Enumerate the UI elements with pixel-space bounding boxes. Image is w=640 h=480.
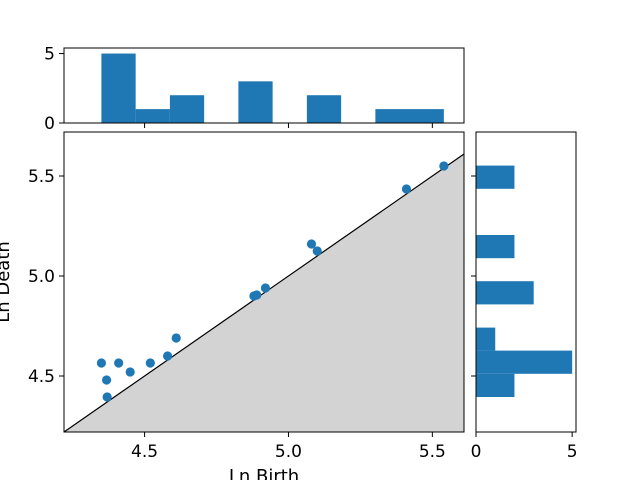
top-histogram-x-ticks bbox=[144, 123, 433, 128]
main-scatter-panel: 4.5 5.0 5.5 4.5 5.0 5.5 Ln Birth Ln Death bbox=[0, 131, 465, 480]
scatter-point bbox=[101, 375, 112, 385]
top-histogram-bars bbox=[101, 53, 444, 123]
scatter-point bbox=[162, 351, 173, 361]
right-x-tick-label: 5 bbox=[567, 442, 578, 462]
x-tick-label: 5.0 bbox=[275, 442, 302, 462]
right-histogram-bar bbox=[476, 165, 515, 189]
top-histogram-y-ticks: 05 bbox=[44, 45, 64, 134]
main-y-ticks: 4.5 5.0 5.5 bbox=[28, 167, 64, 387]
main-axes-frame bbox=[63, 131, 465, 433]
right-histogram-bars bbox=[476, 165, 573, 397]
top-histogram-frame bbox=[63, 47, 465, 124]
top-histogram-panel: 05 bbox=[44, 45, 465, 134]
top-histogram-bar bbox=[169, 95, 205, 123]
x-tick-label: 4.5 bbox=[131, 442, 158, 462]
scatter-points bbox=[96, 161, 449, 402]
diagonal-line bbox=[64, 153, 464, 432]
x-tick-label: 5.5 bbox=[419, 442, 446, 462]
right-x-tick-label: 0 bbox=[471, 442, 482, 462]
top-histogram-bar bbox=[238, 81, 273, 123]
top-y-tick-label: 0 bbox=[44, 114, 55, 134]
right-histogram-y-ticks bbox=[471, 175, 476, 377]
scatter-point bbox=[96, 358, 107, 368]
top-histogram-bar bbox=[375, 109, 444, 123]
y-tick-label: 5.0 bbox=[28, 267, 55, 287]
y-tick-label: 4.5 bbox=[28, 367, 55, 387]
top-y-tick-label: 5 bbox=[44, 45, 55, 65]
scatter-point bbox=[102, 392, 112, 402]
top-histogram-bar bbox=[135, 109, 170, 123]
scatter-point bbox=[306, 239, 317, 249]
scatter-point bbox=[171, 333, 181, 343]
scatter-point bbox=[260, 283, 271, 293]
right-histogram-bar bbox=[476, 350, 573, 374]
scatter-point bbox=[114, 358, 124, 368]
y-axis-label: Ln Death bbox=[0, 241, 14, 323]
y-tick-label: 5.5 bbox=[28, 167, 55, 187]
scatter-point bbox=[312, 246, 322, 256]
top-histogram-bar bbox=[101, 53, 136, 123]
scatter-point bbox=[401, 184, 412, 194]
right-histogram-bar bbox=[476, 281, 534, 305]
x-axis-label: Ln Birth bbox=[229, 466, 299, 480]
right-histogram-bar bbox=[476, 327, 496, 351]
right-histogram-bar bbox=[476, 235, 515, 259]
scatter-point bbox=[252, 290, 262, 300]
right-histogram-frame bbox=[475, 131, 577, 433]
scatter-point bbox=[439, 161, 449, 171]
scatter-point bbox=[145, 358, 155, 368]
right-histogram-bar bbox=[476, 373, 515, 397]
scatter-point bbox=[125, 367, 135, 377]
main-x-ticks: 4.5 5.0 5.5 bbox=[131, 432, 446, 462]
top-histogram-bar bbox=[306, 95, 342, 123]
